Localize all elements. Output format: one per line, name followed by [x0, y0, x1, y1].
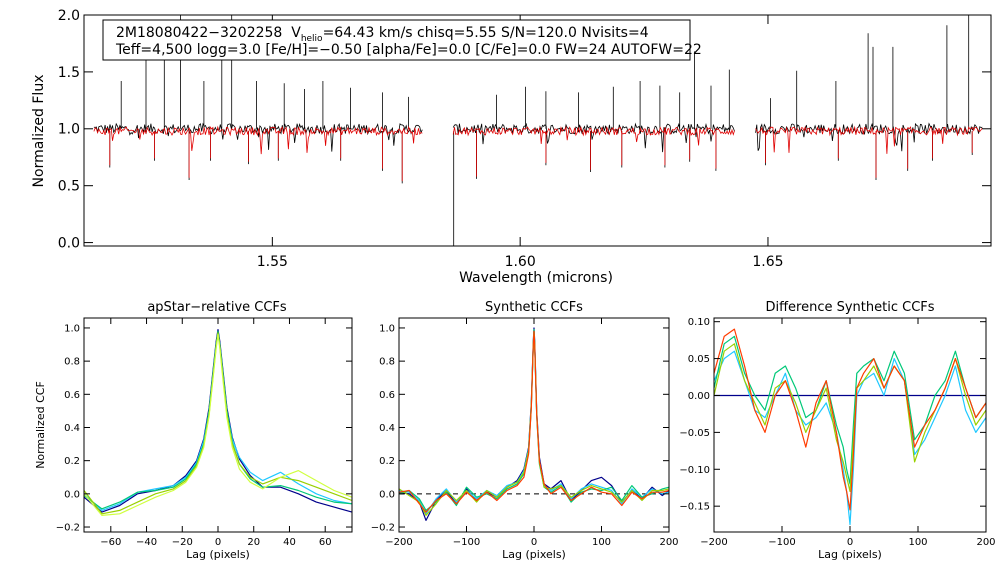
star-id: 2M18080422−3202258	[116, 25, 282, 41]
ccf1-xtick-label: 20	[247, 537, 260, 548]
spectrum-info-line1: 2M18080422−3202258 Vhelio=64.43 km/s chi…	[116, 25, 649, 44]
ccf1-ytick-label: 0.6	[64, 390, 80, 401]
ccf3-xtick-label: −100	[768, 537, 795, 548]
ccf1-ytick-label: 1.0	[64, 323, 80, 334]
ccf1-xtick-label: −60	[100, 537, 121, 548]
spectrum-ytick-label: 0.5	[58, 179, 80, 195]
ccf1-series-4-line	[83, 334, 353, 516]
spectrum-xtick-label: 1.60	[505, 254, 536, 270]
spectrum-xlabel: Wavelength (microns)	[459, 270, 613, 286]
ccf2-panel: Synthetic CCFs −200 −100 0 100 200 −0.2 0.0 0.2…	[371, 300, 679, 561]
ccf3-ytick-label: −0.15	[679, 502, 710, 513]
ccf1-ticks: −60 −40 −20 0 20 40 60 −0.2 0.0 0.2 0.4 0.6 0.8 1.0	[56, 318, 352, 548]
spectrum-plot-area	[93, 15, 983, 246]
ccf1-ytick-label: 0.8	[64, 357, 80, 368]
spectrum-info-line2: Teff=4,500 logg=3.0 [Fe/H]=−0.50 [alpha/…	[115, 42, 702, 58]
ccf3-ytick-label: −0.05	[679, 428, 710, 439]
spectrum-ytick-label: 0.0	[58, 235, 80, 251]
ccf2-xtick-label: 200	[659, 537, 678, 548]
spectrum-xtick-label: 1.65	[752, 254, 783, 270]
ccf2-ytick-label: 0.2	[379, 456, 395, 467]
ccf3-ytick-label: 0.00	[688, 391, 710, 402]
spectrum-frame	[83, 14, 992, 247]
ccf2-xtick-label: −200	[385, 537, 412, 548]
ccf3-series-4-line	[713, 328, 987, 511]
ccf2-xtick-label: 0	[531, 537, 537, 548]
ccf3-title: Difference Synthetic CCFs	[765, 300, 934, 315]
ccf3-xtick-label: −200	[700, 537, 727, 548]
ccf3-xtick-label: 200	[976, 537, 995, 548]
ccf3-panel: Difference Synthetic CCFs −200 −100 0 100 20…	[679, 300, 995, 561]
ccf1-xtick-label: 40	[283, 537, 296, 548]
ccf2-xtick-label: 100	[592, 537, 611, 548]
ccf3-plot-area	[713, 328, 987, 526]
ccf1-xtick-label: 60	[319, 537, 332, 548]
ccf1-ylabel: Normalized CCF	[34, 381, 47, 469]
ccf3-xlabel: Lag (pixels)	[818, 548, 882, 561]
model-spectrum-line	[93, 125, 983, 182]
ccf2-xlabel: Lag (pixels)	[502, 548, 566, 561]
ccf1-xlabel: Lag (pixels)	[186, 548, 250, 561]
v-helio-subscript: helio	[301, 34, 323, 44]
spectrum-xtick-label: 1.55	[257, 254, 288, 270]
ccf1-title: apStar−relative CCFs	[147, 300, 287, 315]
ccf1-xtick-label: 0	[215, 537, 221, 548]
ccf1-xtick-label: −40	[136, 537, 157, 548]
ccf2-title: Synthetic CCFs	[485, 300, 583, 315]
spectrum-panel: 1.55 1.60 1.65 0.0 0.5 1.0 1.5 2.0 2M18080422−3…	[31, 8, 992, 286]
ccf3-ytick-label: 0.10	[688, 317, 710, 328]
ccf2-ytick-label: 0.8	[379, 357, 395, 368]
ccf1-ytick-label: 0.4	[64, 423, 80, 434]
spectrum-ytick-label: 2.0	[58, 8, 80, 24]
ccf2-ytick-label: 0.4	[379, 423, 395, 434]
ccf2-xtick-label: −100	[453, 537, 480, 548]
ccf1-ytick-label: 0.0	[64, 489, 80, 500]
spectrum-ticks: 1.55 1.60 1.65 0.0 0.5 1.0 1.5 2.0	[58, 8, 991, 270]
v-helio-label: V	[291, 25, 301, 41]
ccf1-series-2-line	[83, 330, 353, 510]
ccf3-series-1-line	[713, 350, 987, 526]
spectrum-ytick-label: 1.0	[58, 122, 80, 138]
ccf1-panel: apStar−relative CCFs −60 −40 −20 0 20 40 60 −0.…	[34, 300, 353, 561]
ccf1-ytick-label: −0.2	[56, 523, 80, 534]
ccf3-ytick-label: 0.05	[688, 354, 710, 365]
ccf2-plot-area	[398, 327, 670, 521]
ccf1-ytick-label: 0.2	[64, 456, 80, 467]
ccf3-ytick-label: −0.10	[679, 465, 710, 476]
ccf1-plot-area	[83, 329, 353, 516]
ccf1-xtick-label: −20	[172, 537, 193, 548]
ccf3-xtick-label: 100	[908, 537, 927, 548]
ccf2-series-4-line	[398, 330, 670, 513]
ccf2-ytick-label: 0.0	[379, 489, 395, 500]
spectrum-stats: =64.43 km/s chisq=5.55 S/N=120.0 Nvisits…	[323, 25, 649, 41]
ccf3-xtick-label: 0	[847, 537, 853, 548]
ccf2-ytick-label: 0.6	[379, 390, 395, 401]
spectrum-ytick-label: 1.5	[58, 65, 80, 81]
spectrum-ylabel: Normalized Flux	[31, 75, 47, 188]
ccf3-ticks: −200 −100 0 100 200 −0.15 −0.10 −0.05 0.00 0.05 0.…	[679, 317, 995, 548]
spectrum-info-box	[102, 19, 691, 61]
ccf2-ytick-label: −0.2	[371, 523, 395, 534]
ccf2-ticks: −200 −100 0 100 200 −0.2 0.0 0.2 0.4 0.6 0.8 1.0	[371, 318, 679, 548]
ccf2-ytick-label: 1.0	[379, 323, 395, 334]
